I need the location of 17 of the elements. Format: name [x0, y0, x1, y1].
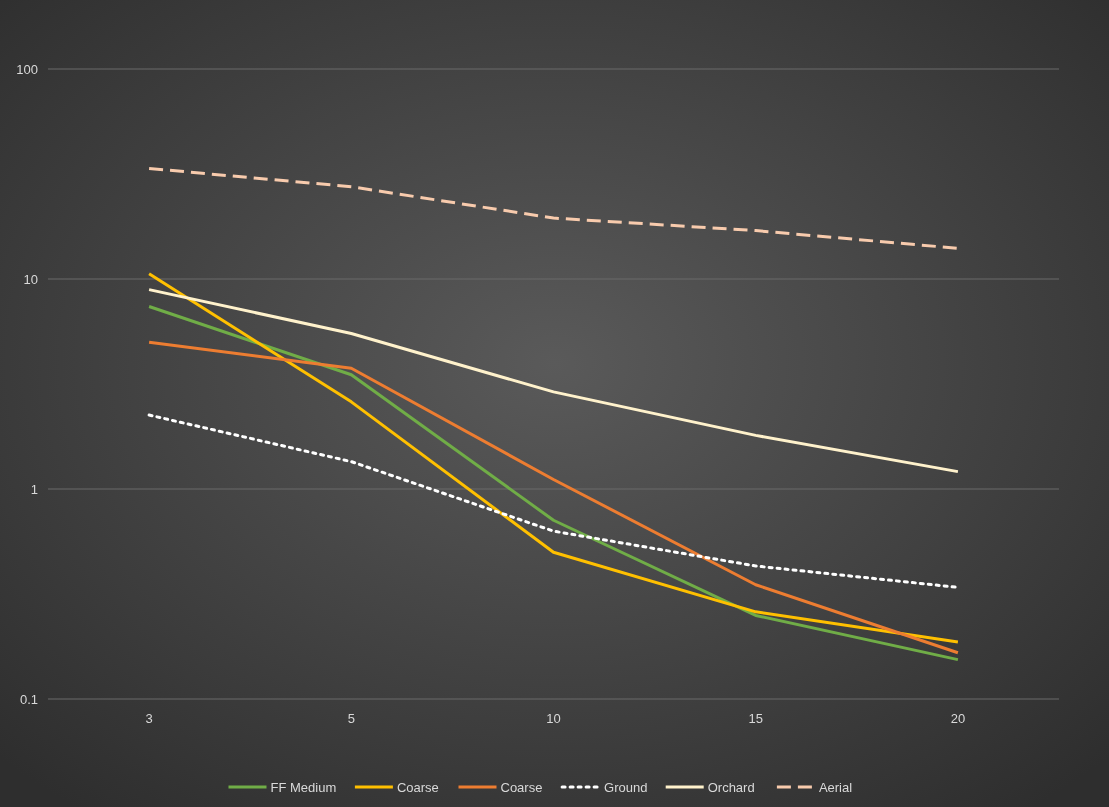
legend-label: Ground: [604, 779, 648, 795]
x-tick-label: 15: [748, 711, 763, 726]
x-tick-label: 10: [546, 711, 561, 726]
legend-label: Coarse: [396, 779, 439, 795]
x-tick-label: 20: [950, 711, 966, 726]
legend-label: FF Medium: [270, 779, 337, 795]
x-tick-label: 5: [347, 711, 355, 726]
line-series: [147, 166, 960, 250]
legend-label: Orchard: [707, 779, 755, 795]
x-tick-label: 3: [145, 711, 153, 726]
y-tick-label: 100: [16, 61, 38, 77]
line-series: [147, 288, 960, 474]
y-tick-label: 1: [30, 481, 38, 497]
y-tick-label: 0.1: [19, 691, 38, 707]
y-tick-label: 10: [23, 271, 38, 287]
legend-label: Aerial: [818, 779, 853, 795]
legend-label: Coarse: [500, 779, 543, 795]
